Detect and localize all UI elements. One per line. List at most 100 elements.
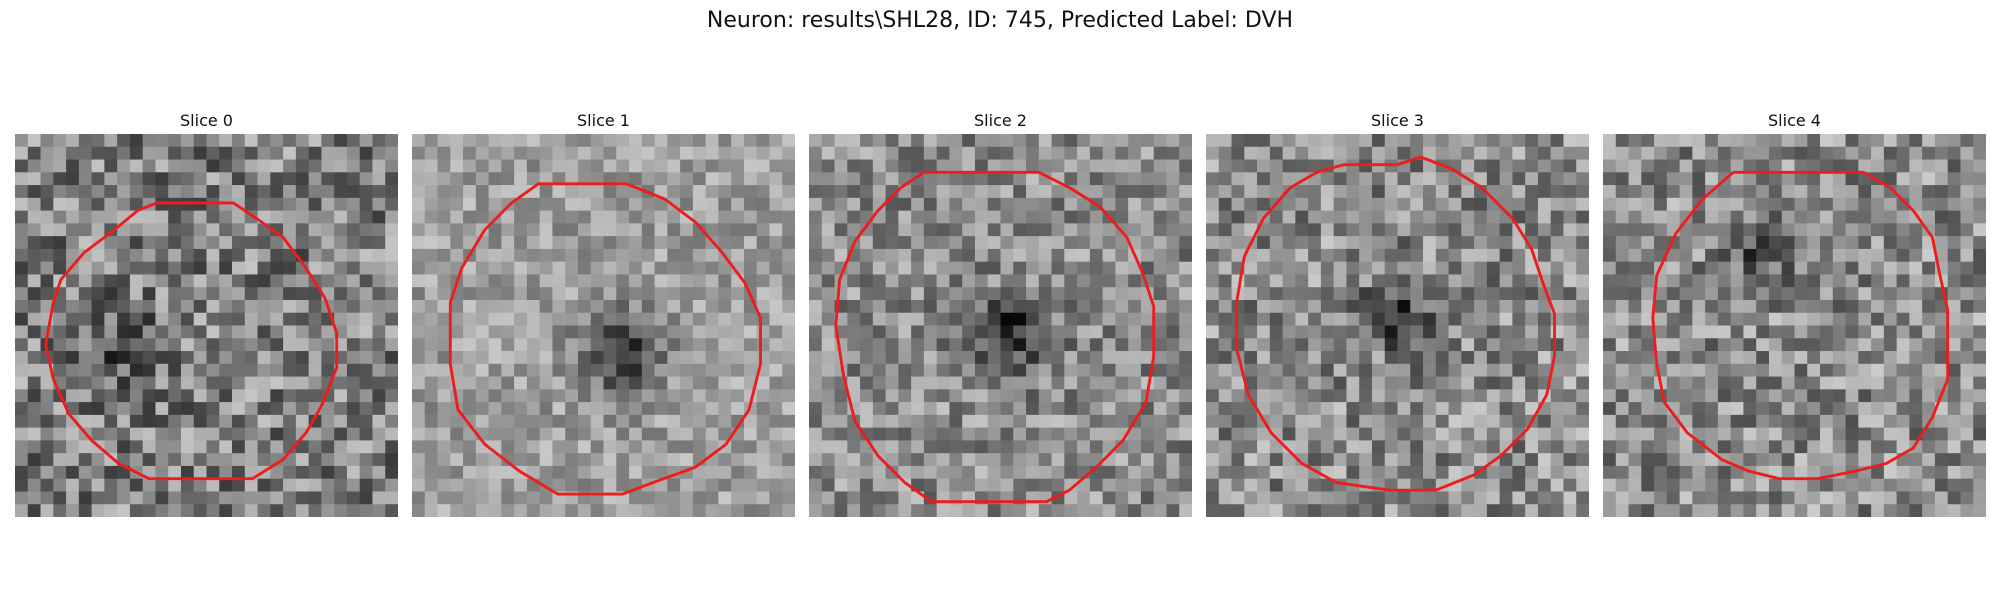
pixel (1858, 414, 1872, 429)
pixel (1512, 287, 1526, 301)
pixel (40, 134, 54, 148)
pixel (1743, 236, 1757, 250)
pixel (1013, 351, 1027, 365)
pixel (424, 312, 439, 327)
pixel (168, 261, 182, 276)
pixel (936, 504, 951, 517)
pixel (334, 440, 348, 454)
pixel (1679, 312, 1693, 327)
pixel (1026, 146, 1040, 161)
pixel (1320, 236, 1335, 250)
pixel (219, 197, 233, 212)
pixel (1333, 389, 1348, 403)
pixel (1140, 312, 1155, 327)
pixel (385, 197, 398, 212)
pixel (450, 453, 464, 467)
pixel (1525, 210, 1539, 224)
pixel (1832, 312, 1847, 327)
pixel (372, 414, 386, 429)
pixel (1832, 440, 1847, 454)
pixel (590, 414, 605, 429)
pixel (1576, 414, 1589, 429)
pixel (1576, 261, 1589, 276)
pixel (1603, 261, 1617, 276)
pixel (475, 197, 490, 212)
pixel (641, 440, 656, 454)
pixel (1666, 299, 1681, 314)
pixel (1576, 351, 1589, 365)
pixel (1692, 312, 1706, 327)
pixel (1832, 402, 1847, 416)
pixel (1615, 248, 1630, 263)
pixel (1845, 248, 1859, 263)
pixel (1615, 338, 1630, 352)
pixel (769, 299, 783, 314)
pixel (66, 197, 80, 212)
pixel (219, 261, 233, 276)
pixel (385, 491, 398, 505)
pixel (1512, 414, 1526, 429)
pixel (1603, 172, 1617, 186)
pixel (1359, 427, 1373, 441)
pixel (1397, 185, 1411, 199)
pixel (1474, 223, 1488, 237)
pixel (1563, 414, 1577, 429)
pixel (974, 159, 989, 173)
pixel (1089, 146, 1104, 161)
pixel (1179, 440, 1192, 454)
pixel (40, 453, 54, 467)
pixel (1896, 197, 1910, 212)
pixel (424, 389, 439, 403)
pixel (1064, 134, 1078, 148)
pixel (232, 236, 246, 250)
pixel (898, 440, 912, 454)
pixel (1026, 504, 1040, 517)
pixel (1244, 504, 1258, 517)
pixel (552, 504, 566, 517)
pixel (1346, 159, 1360, 173)
pixel (1153, 146, 1168, 161)
pixel (346, 376, 361, 390)
pixel (359, 491, 374, 505)
pixel (1269, 453, 1284, 467)
pixel (526, 465, 541, 480)
pixel (424, 248, 439, 263)
pixel (1384, 134, 1399, 148)
pixel (53, 402, 67, 416)
pixel (1077, 351, 1091, 365)
pixel (539, 504, 554, 517)
pixel (821, 440, 836, 454)
pixel (1102, 134, 1116, 148)
pixel (641, 210, 656, 224)
pixel (834, 389, 848, 403)
pixel (654, 159, 668, 173)
pixel (155, 414, 169, 429)
pixel (66, 210, 80, 224)
pixel (782, 402, 795, 416)
pixel (705, 159, 719, 173)
pixel (488, 197, 502, 212)
pixel (463, 223, 477, 237)
pixel (1871, 299, 1885, 314)
pixel (129, 236, 144, 250)
pixel (1641, 453, 1655, 467)
pixel (437, 478, 451, 493)
pixel (526, 427, 541, 441)
pixel (1692, 287, 1706, 301)
pixel (860, 146, 874, 161)
pixel (743, 236, 758, 250)
pixel (1448, 376, 1462, 390)
pixel (385, 134, 398, 148)
pixel (346, 427, 361, 441)
pixel (257, 197, 271, 212)
pixel (359, 223, 374, 237)
pixel (834, 134, 848, 148)
pixel (1346, 236, 1360, 250)
pixel (257, 402, 271, 416)
pixel (1423, 440, 1437, 454)
pixel (1461, 504, 1475, 517)
pixel (616, 465, 630, 480)
pixel (501, 325, 515, 339)
pixel (501, 338, 515, 352)
pixel (1743, 248, 1757, 263)
